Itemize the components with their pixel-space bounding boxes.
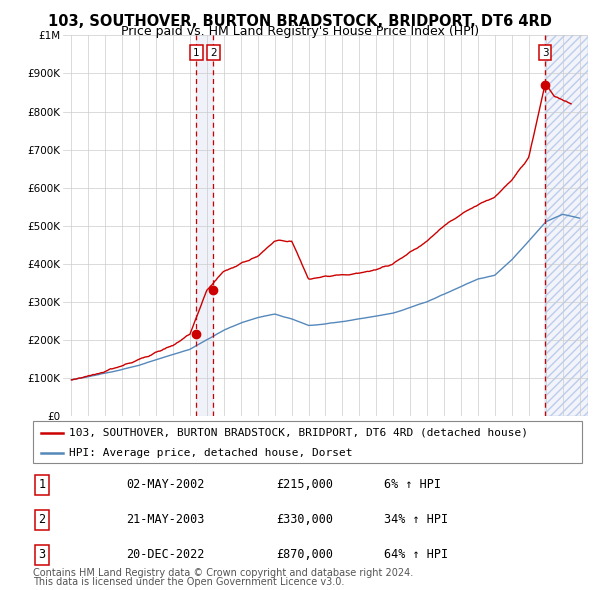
- Text: 02-MAY-2002: 02-MAY-2002: [126, 478, 205, 491]
- Text: £215,000: £215,000: [276, 478, 333, 491]
- Text: £330,000: £330,000: [276, 513, 333, 526]
- Bar: [196, 35, 214, 416]
- Text: 20-DEC-2022: 20-DEC-2022: [126, 548, 205, 561]
- Bar: [545, 35, 588, 416]
- Text: 3: 3: [542, 48, 548, 57]
- Text: 3: 3: [38, 548, 46, 561]
- Text: 6% ↑ HPI: 6% ↑ HPI: [384, 478, 441, 491]
- Text: 2: 2: [210, 48, 217, 57]
- Text: Price paid vs. HM Land Registry's House Price Index (HPI): Price paid vs. HM Land Registry's House …: [121, 25, 479, 38]
- Text: £870,000: £870,000: [276, 548, 333, 561]
- Text: 103, SOUTHOVER, BURTON BRADSTOCK, BRIDPORT, DT6 4RD: 103, SOUTHOVER, BURTON BRADSTOCK, BRIDPO…: [48, 14, 552, 28]
- Text: 1: 1: [193, 48, 200, 57]
- Text: 64% ↑ HPI: 64% ↑ HPI: [384, 548, 448, 561]
- Text: 2: 2: [38, 513, 46, 526]
- Text: 21-MAY-2003: 21-MAY-2003: [126, 513, 205, 526]
- Text: 1: 1: [38, 478, 46, 491]
- Text: This data is licensed under the Open Government Licence v3.0.: This data is licensed under the Open Gov…: [33, 577, 344, 587]
- Bar: [545, 35, 588, 416]
- Text: Contains HM Land Registry data © Crown copyright and database right 2024.: Contains HM Land Registry data © Crown c…: [33, 568, 413, 578]
- Text: HPI: Average price, detached house, Dorset: HPI: Average price, detached house, Dors…: [68, 448, 352, 457]
- Text: 34% ↑ HPI: 34% ↑ HPI: [384, 513, 448, 526]
- Text: 103, SOUTHOVER, BURTON BRADSTOCK, BRIDPORT, DT6 4RD (detached house): 103, SOUTHOVER, BURTON BRADSTOCK, BRIDPO…: [68, 428, 527, 438]
